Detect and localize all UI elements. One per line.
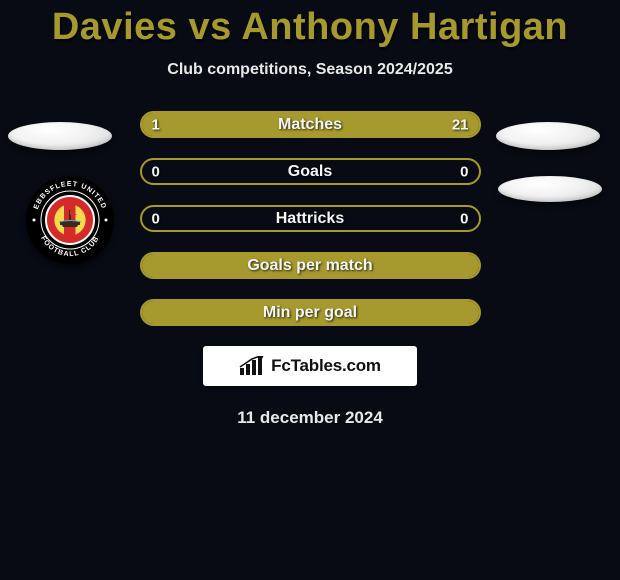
stat-value-left: 0 bbox=[152, 210, 160, 227]
stat-label: Min per goal bbox=[263, 304, 357, 322]
stat-label: Goals bbox=[288, 163, 332, 181]
stat-value-right: 21 bbox=[452, 116, 469, 133]
stat-row-hattricks: 0 0 Hattricks bbox=[140, 205, 481, 232]
stat-value-right: 0 bbox=[460, 210, 468, 227]
stat-row-goals-per-match: Goals per match bbox=[140, 252, 481, 279]
player-right-placeholder-ellipse-2 bbox=[498, 176, 602, 202]
stat-value-left: 0 bbox=[152, 163, 160, 180]
club-badge-crest-icon bbox=[57, 206, 83, 235]
bar-chart-icon bbox=[239, 356, 265, 376]
stat-row-goals: 0 0 Goals bbox=[140, 158, 481, 185]
page-title: Davies vs Anthony Hartigan bbox=[0, 0, 620, 49]
stat-row-min-per-goal: Min per goal bbox=[140, 299, 481, 326]
stat-value-right: 0 bbox=[460, 163, 468, 180]
player-right-placeholder-ellipse-1 bbox=[496, 122, 600, 150]
brand-text: FcTables.com bbox=[271, 356, 381, 376]
page-subtitle: Club competitions, Season 2024/2025 bbox=[0, 61, 620, 79]
footer-date: 11 december 2024 bbox=[0, 408, 620, 428]
club-badge: EBBSFLEET UNITED FOOTBALL CLUB bbox=[26, 176, 114, 264]
brand-box[interactable]: FcTables.com bbox=[203, 346, 417, 386]
stat-row-matches: 1 21 Matches bbox=[140, 111, 481, 138]
club-badge-inner bbox=[45, 195, 95, 245]
player-left-placeholder-ellipse bbox=[8, 122, 112, 150]
stat-label: Matches bbox=[278, 116, 342, 134]
stat-label: Hattricks bbox=[276, 210, 344, 228]
stat-label: Goals per match bbox=[247, 257, 372, 275]
stat-value-left: 1 bbox=[152, 116, 160, 133]
